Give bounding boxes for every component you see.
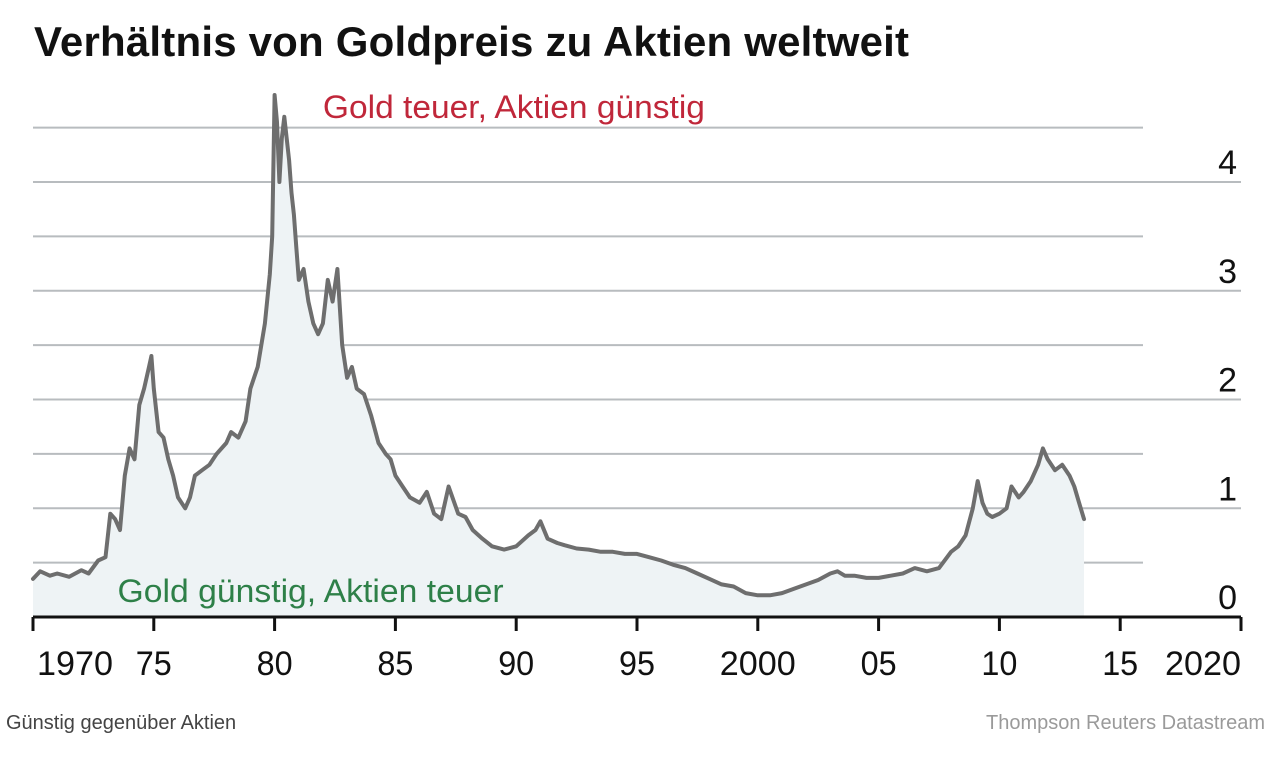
x-axis-labels: 1970 75 80 85 90 95 2000 05 10 15 2020 <box>37 645 1241 683</box>
x-tick-label: 75 <box>136 645 172 683</box>
x-tick-label: 85 <box>377 645 413 683</box>
y-tick-label: 1 <box>1218 470 1237 508</box>
y-tick-label: 2 <box>1218 362 1237 400</box>
x-tick-label: 05 <box>861 645 897 683</box>
y-tick-label: 0 <box>1218 579 1237 617</box>
x-axis <box>31 615 1243 631</box>
annotation-gold-expensive: Gold teuer, Aktien günstig <box>323 89 705 125</box>
chart-title: Verhältnis von Goldpreis zu Aktien weltw… <box>34 18 910 65</box>
source-credit: Thompson Reuters Datastream <box>985 712 1265 734</box>
data-line <box>31 93 1086 598</box>
footer-caption: Günstig gegenüber Aktien <box>6 712 237 734</box>
area-fill <box>33 95 1084 617</box>
x-tick-label: 80 <box>257 645 293 683</box>
y-tick-label: 3 <box>1218 253 1237 291</box>
annotation-gold-cheap: Gold günstig, Aktien teuer <box>118 573 504 609</box>
x-tick-label: 10 <box>981 645 1017 683</box>
x-tick-label: 2000 <box>720 645 796 683</box>
x-tick-label: 2020 <box>1165 645 1241 683</box>
annotations: Gold teuer, Aktien günstig Gold günstig, … <box>118 89 705 609</box>
x-tick-label: 15 <box>1102 645 1138 683</box>
x-tick-label: 95 <box>619 645 655 683</box>
x-tick-label: 1970 <box>37 645 113 683</box>
x-tick-label: 90 <box>498 645 534 683</box>
y-axis-labels: 0 1 2 3 4 <box>1218 144 1237 617</box>
y-tick-label: 4 <box>1218 144 1237 182</box>
